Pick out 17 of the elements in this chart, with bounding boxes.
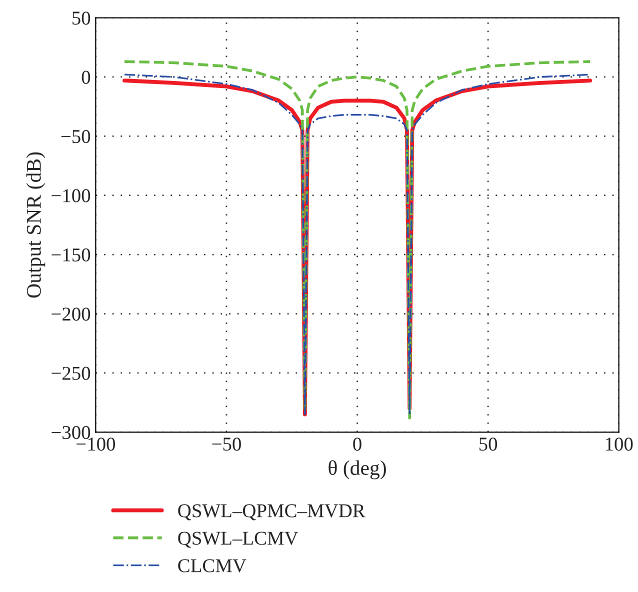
x-tick-label: −50	[212, 438, 241, 451]
x-axis-title: θ (deg)	[328, 460, 386, 480]
x-tick-label: 50	[479, 438, 498, 451]
y-tick-label: 0	[82, 70, 90, 84]
legend-label: CLCMV	[178, 559, 246, 572]
y-tick-label: −300	[52, 426, 90, 440]
x-tick-label: 0	[353, 438, 362, 451]
y-tick-label: −50	[61, 130, 90, 144]
y-tick-label: −100	[52, 189, 90, 202]
x-tick-label: 100	[606, 438, 633, 451]
y-tick-label: 50	[72, 12, 90, 25]
y-axis-title: Output SNR (dB)	[26, 152, 46, 298]
y-tick-label: −200	[52, 308, 90, 321]
y-tick-label: −250	[52, 366, 90, 380]
legend-label: QSWL–QPMC–MVDR	[178, 504, 366, 520]
legend-label: QSWL–LCMV	[178, 532, 298, 548]
y-tick-label: −150	[52, 248, 90, 262]
